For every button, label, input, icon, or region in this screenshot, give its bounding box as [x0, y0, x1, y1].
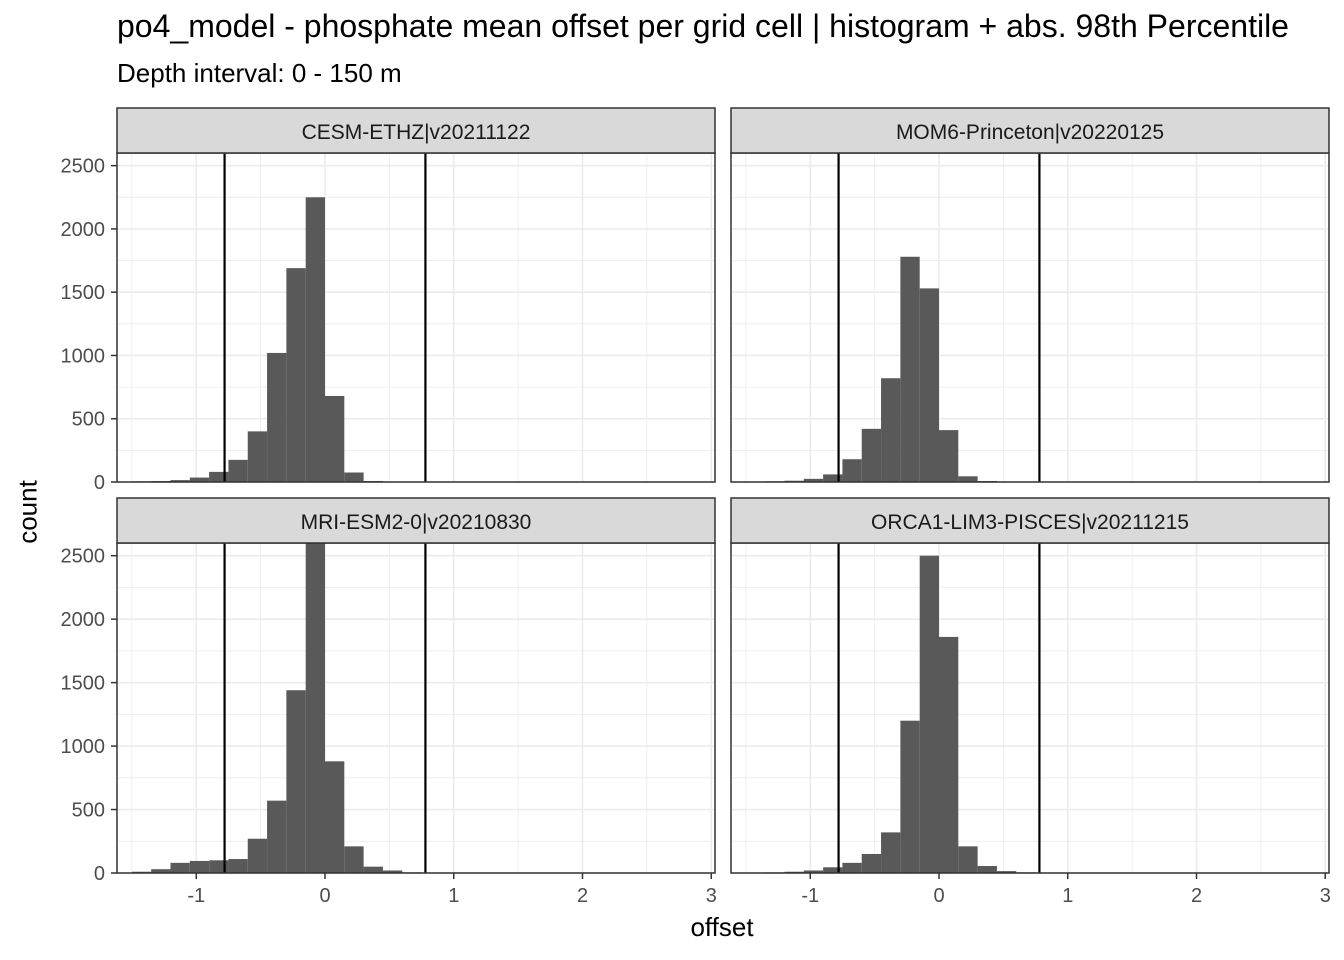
histogram-bar	[823, 867, 843, 873]
histogram-bar	[900, 256, 920, 482]
x-tick-label: 0	[319, 885, 330, 907]
facet-panel: ORCA1-LIM3-PISCES|v20211215 -1 0 1 2 3	[730, 497, 1331, 907]
histogram-bar	[247, 431, 268, 482]
histogram-bar	[977, 866, 997, 873]
panel-background	[731, 543, 1329, 873]
y-tick-label: 500	[72, 800, 105, 822]
facet-panel: MRI-ESM2-0|v20210830 0 500 1000 1500 2000 2500…	[61, 497, 717, 907]
histogram-bar	[151, 869, 171, 873]
facet-strip-label: MOM6-Princeton|v20220125	[896, 121, 1164, 144]
histogram-bar	[861, 853, 882, 873]
y-tick-label: 0	[94, 472, 105, 494]
y-tick-label: 1500	[61, 673, 106, 695]
histogram-bar	[382, 870, 403, 873]
y-tick-label: 1000	[61, 736, 106, 758]
y-tick-label: 2500	[61, 546, 106, 568]
histogram-bar	[881, 378, 901, 482]
histogram-bar	[900, 720, 920, 873]
x-tick-label: 1	[448, 885, 459, 907]
x-tick-label: -1	[801, 885, 819, 907]
x-tick-label: 3	[706, 885, 717, 907]
histogram-bar	[919, 288, 939, 482]
histogram-bar	[189, 860, 210, 873]
histogram-bar	[209, 471, 229, 482]
x-tick-label: 2	[1191, 885, 1202, 907]
facet-strip	[730, 107, 1330, 154]
histogram-bar	[228, 459, 248, 482]
histogram-bar	[267, 800, 287, 873]
facet-panel: CESM-ETHZ|v20211122 0 500 1000 1500 2000 2500	[61, 107, 716, 494]
histogram-bar	[842, 862, 862, 873]
histogram-bar	[305, 543, 325, 873]
histogram-bar	[939, 636, 959, 873]
x-tick-label: 0	[933, 885, 944, 907]
histogram-bar	[286, 690, 306, 873]
histogram-bar	[861, 428, 882, 482]
histogram-bar	[344, 846, 364, 873]
histogram-bar	[170, 480, 190, 482]
y-tick-label: 2000	[61, 609, 106, 631]
y-tick-label: 2000	[61, 219, 106, 241]
facet-strip-label: ORCA1-LIM3-PISCES|v20211215	[871, 511, 1189, 534]
facet-strip	[116, 107, 716, 154]
facet-strip	[116, 497, 716, 544]
x-tick-label: -1	[187, 885, 205, 907]
histogram-bar	[823, 474, 843, 482]
x-tick-label: 3	[1320, 885, 1331, 907]
y-tick-label: 1000	[61, 345, 106, 367]
histogram-bar	[363, 866, 383, 873]
panel-background	[117, 543, 715, 873]
histogram-bar	[247, 838, 268, 873]
facet-strip-label: MRI-ESM2-0|v20210830	[301, 511, 532, 534]
facet-strip-label: CESM-ETHZ|v20211122	[302, 121, 531, 144]
histogram-bar	[803, 870, 824, 873]
y-tick-label: 1500	[61, 282, 106, 304]
histogram-bar	[881, 832, 901, 873]
facet-panel: MOM6-Princeton|v20220125	[730, 107, 1330, 483]
y-tick-label: 500	[72, 409, 105, 431]
y-tick-label: 0	[94, 863, 105, 885]
histogram-bar	[170, 862, 190, 873]
histogram-bar	[228, 859, 248, 873]
histogram-bar	[803, 478, 824, 482]
histogram-bar	[842, 459, 862, 482]
y-tick-label: 2500	[61, 156, 106, 178]
histogram-bar	[996, 871, 1017, 873]
histogram-bar	[325, 395, 345, 482]
histogram-bar	[919, 555, 939, 873]
histogram-bar	[344, 472, 364, 482]
chart-title: po4_model - phosphate mean offset per gr…	[117, 8, 1289, 44]
panel-background	[731, 153, 1329, 482]
histogram-bar	[958, 846, 978, 873]
histogram-bar	[267, 352, 287, 482]
facet-strip	[730, 497, 1330, 544]
x-tick-label: 1	[1062, 885, 1073, 907]
x-tick-label: 2	[577, 885, 588, 907]
x-axis-label: offset	[690, 912, 754, 942]
histogram-bar	[958, 476, 978, 482]
histogram-bar	[189, 477, 210, 482]
histogram-bar	[325, 761, 345, 873]
chart-subtitle: Depth interval: 0 - 150 m	[117, 58, 402, 88]
histogram-bar	[939, 430, 959, 482]
histogram-bar	[286, 268, 306, 482]
panel-background	[117, 153, 715, 482]
histogram-bar	[305, 197, 325, 483]
